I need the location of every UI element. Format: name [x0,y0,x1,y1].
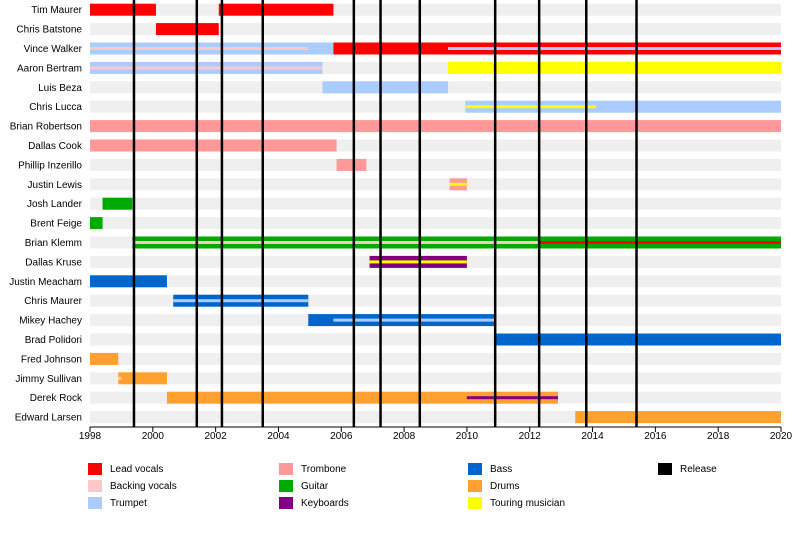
member-label: Fred Johnson [21,354,82,365]
member-label: Chris Lucca [29,102,82,113]
release-line [220,0,224,427]
release-lines [132,0,638,427]
x-axis: 1998 2000 2002 2004 2006 2008 2010 2012 2014 2016… [79,426,793,442]
row-background [90,372,781,385]
member-label: Justin Meacham [9,277,82,288]
bar-trumpet [322,81,449,94]
bar-trumpet [333,318,496,322]
bar-guitar [90,217,103,230]
row-background [90,352,781,365]
bar-trombone [336,158,367,171]
member-label: Phillip Inzerillo [18,160,82,171]
bar-touring [465,105,596,109]
member-label: Luis Beza [38,83,82,94]
member-label: Chris Maurer [24,296,82,307]
x-tick-label: 2014 [581,431,604,442]
x-tick-label: 2000 [142,431,165,442]
row-background [90,275,781,288]
member-label: Derek Rock [30,393,83,404]
bar-lead [90,3,156,16]
release-line [493,0,497,427]
x-tick-label: 2006 [330,431,353,442]
row-background [90,23,781,36]
release-line [537,0,541,427]
member-label: Justin Lewis [28,180,82,191]
release-line [379,0,382,427]
bar-touring [448,61,781,74]
member-label: Dallas Cook [28,141,83,152]
member-label: Brian Klemm [25,238,82,249]
bar-drums [166,391,558,404]
row-background [90,158,781,171]
x-tick-label: 2020 [770,431,793,442]
row-background [90,3,781,16]
x-tick-label: 2002 [205,431,228,442]
bar-trumpet [465,100,781,113]
member-label: Josh Lander [27,199,83,210]
row-background [90,178,781,191]
x-tick-label: 2016 [644,431,667,442]
member-label: Tim Maurer [31,5,82,16]
member-label: Aaron Bertram [17,63,82,74]
bar-lead [539,241,781,244]
row-background [90,197,781,210]
bar-keyboards [466,396,558,400]
bar-trumpet [448,47,781,50]
bar-bass [495,333,781,346]
x-tick-label: 2008 [393,431,416,442]
x-tick-label: 2018 [707,431,730,442]
bar-trumpet [173,299,309,303]
bar-drums [118,372,167,385]
member-label: Vince Walker [24,44,83,55]
release-line [418,0,422,427]
member-label: Mikey Hachey [19,316,82,327]
member-labels: Tim Maurer Chris Batstone Vince Walker Aaro… [9,5,83,423]
bar-backing [90,66,323,70]
bar-backing [90,47,309,50]
member-label: Brent Feige [30,219,82,230]
bar-trombone [90,139,337,152]
bar-touring [449,182,467,186]
bar-lead [218,3,334,16]
row-background [90,217,781,230]
x-tick-label: 2010 [456,431,479,442]
x-tick-label: 2012 [519,431,542,442]
bar-backing [132,241,540,244]
member-label: Edward Larsen [15,413,82,424]
bar-touring [369,260,467,264]
x-tick-label: 1998 [79,431,102,442]
bar-backing [118,376,122,380]
bar-bass [90,275,167,288]
bar-trombone [90,120,781,133]
member-label: Chris Batstone [16,25,82,36]
member-label: Brad Polidori [25,335,82,346]
bar-lead [155,23,219,36]
release-line [585,0,588,427]
release-line [132,0,136,427]
bar-drums [575,411,781,424]
member-label: Brian Robertson [10,122,82,133]
release-line [261,0,264,427]
release-line [635,0,638,427]
member-label: Dallas Kruse [25,257,82,268]
release-line [352,0,356,427]
bar-guitar [102,197,133,210]
bar-drums [90,352,119,365]
release-line [195,0,199,427]
member-label: Jimmy Sullivan [15,374,82,385]
x-tick-label: 2004 [267,431,290,442]
